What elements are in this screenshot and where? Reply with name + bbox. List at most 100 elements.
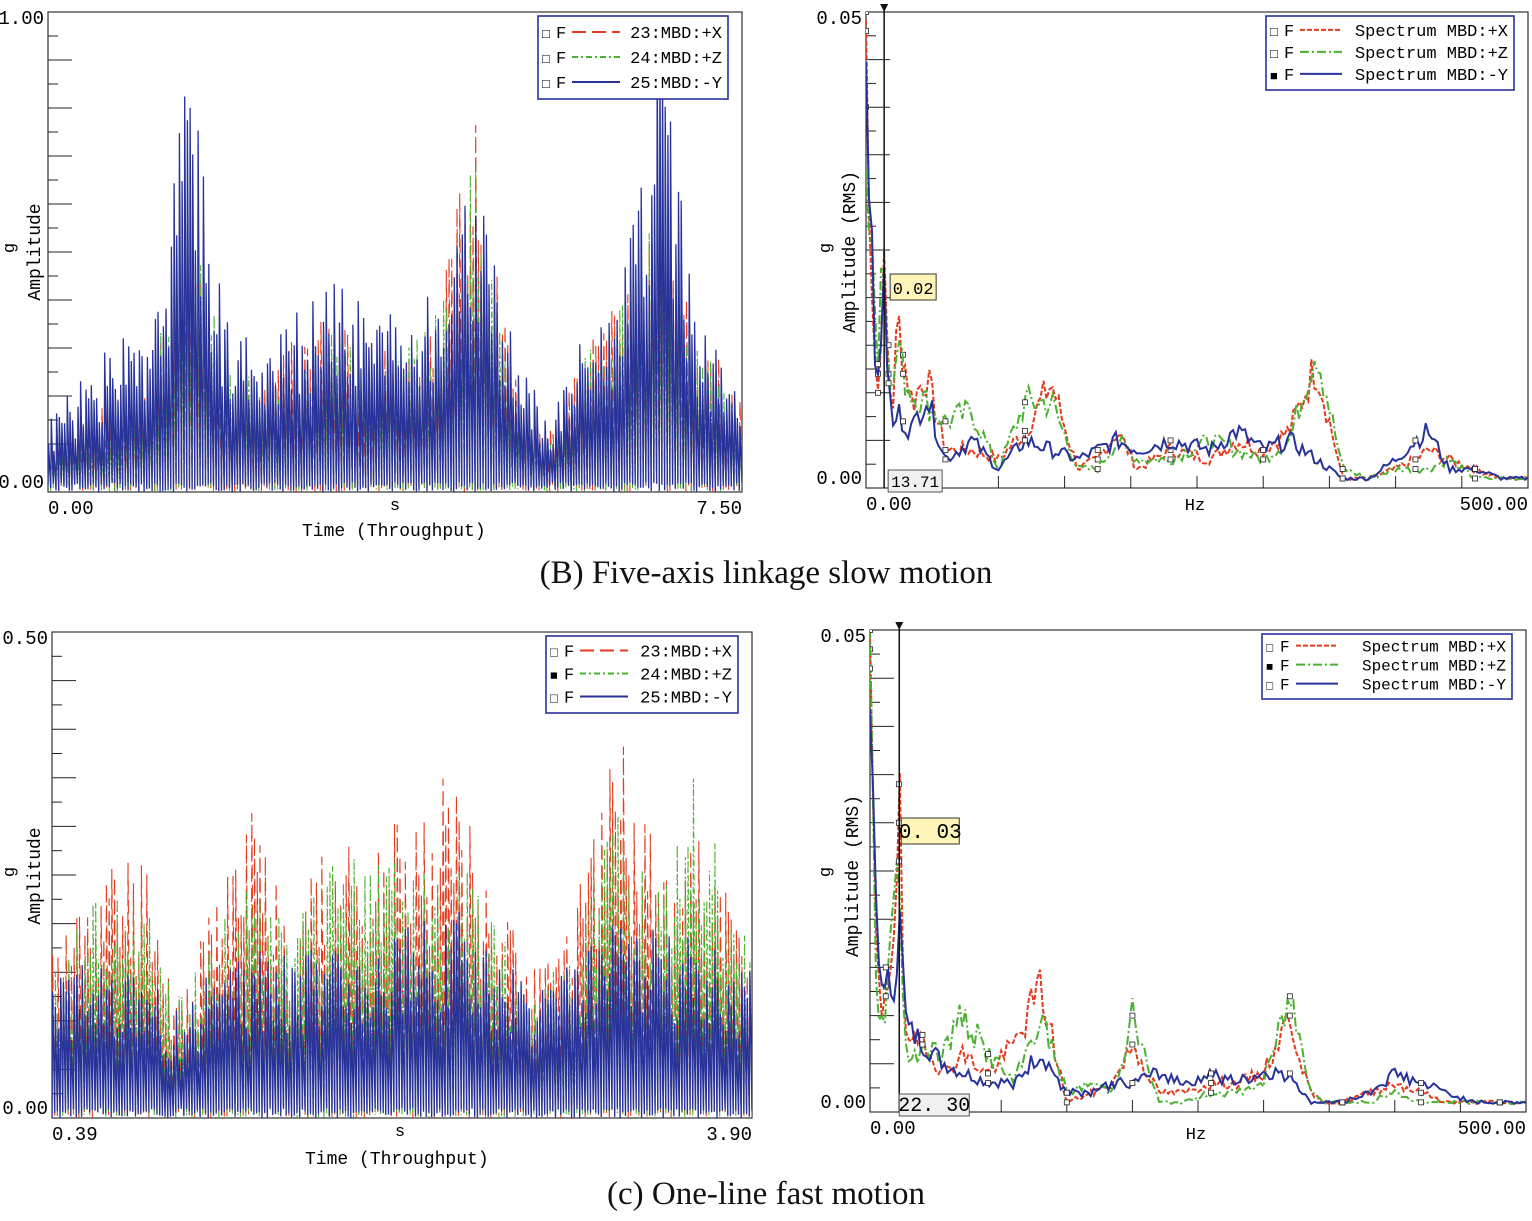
legend-entry-y[interactable]: ■ F Spectrum MBD:-Y: [1270, 67, 1508, 86]
series-y-marker: [1208, 1070, 1215, 1077]
series-x-marker: [866, 28, 869, 34]
legend-entry-z[interactable]: ■ F 24:MBD:+Z: [550, 667, 732, 686]
series-y-marker: [919, 1041, 926, 1048]
x-unit: s: [395, 1123, 405, 1142]
series-y-marker: [1129, 1080, 1136, 1086]
legend-entry-z[interactable]: □ F Spectrum MBD:+Z: [1270, 45, 1508, 64]
panel-b-spectrum: 0.02 13.71 0.05 0.00 0.00 500.00 Hz Amplitude (…: [800, 0, 1532, 550]
series-z-marker: [1167, 456, 1174, 463]
series-z-spectrum: [870, 630, 1526, 1106]
series-x-marker: [942, 447, 949, 453]
chart-b-spectrum: 0.02 13.71 0.05 0.000.00 500.00 Hz Amplitude (…: [816, 4, 1529, 516]
series-x-spectrum: [870, 632, 1526, 1106]
series-z-marker: [1286, 993, 1293, 1000]
y-axis-label: Amplitude: [26, 827, 46, 924]
legend-flag: F: [1280, 677, 1290, 695]
series-x-marker: [1208, 1080, 1215, 1086]
legend-label: 24:MBD:+Z: [640, 667, 732, 686]
legend-entry-x[interactable]: □ F 23:MBD:+X: [550, 644, 732, 663]
series-y-marker: [985, 1080, 991, 1086]
legend: □ F Spectrum MBD:+X ■ F Spectrum MBD:+Z □ F Spec…: [1261, 633, 1513, 700]
y-tick-label-min: 0.00: [0, 472, 44, 494]
chart-c-time: 0.50 0.000.39 3.90 s Time (Throughput) Amplit…: [1, 628, 753, 1170]
y-tick-label-max: 0.05: [816, 8, 862, 30]
panel-c-spectrum: 0. 03 22. 30 0.05 0.00 0.00 500.00 Hz Amplitude…: [800, 618, 1532, 1178]
y-tick-label-min: 0.00: [816, 468, 862, 490]
x-axis-label: Time (Throughput): [302, 522, 486, 542]
series-z-marker: [1021, 399, 1028, 406]
series-z-marker: [1208, 1089, 1215, 1096]
cursor-x-text: 22. 30: [898, 1095, 970, 1118]
legend-entry-z[interactable]: ■ F Spectrum MBD:+Z: [1266, 658, 1506, 676]
legend-label: Spectrum MBD:-Y: [1362, 677, 1506, 695]
legend-entry-x[interactable]: □ F 23:MBD:+X: [542, 25, 722, 44]
x-tick-label-max: 7.50: [696, 498, 742, 520]
legend: □ F 23:MBD:+X ■ F 24:MBD:+Z □ F 25:MBD:-Y: [545, 635, 739, 714]
legend-marker: □: [550, 692, 558, 707]
series-y-marker: [866, 12, 869, 15]
legend-label: Spectrum MBD:+X: [1355, 23, 1508, 42]
series-x-marker: [875, 389, 881, 396]
series-z-marker: [1260, 456, 1267, 463]
legend-entry-x[interactable]: □ F Spectrum MBD:+X: [1270, 23, 1508, 42]
legend-entry-y[interactable]: □ F 25:MBD:-Y: [542, 75, 722, 94]
legend-entry-y[interactable]: □ F Spectrum MBD:-Y: [1266, 677, 1506, 695]
legend-label: 23:MBD:+X: [640, 644, 732, 663]
legend-entry-x[interactable]: □ F Spectrum MBD:+X: [1266, 639, 1506, 657]
series-x-marker: [1021, 427, 1028, 434]
cursor-value-text: 0.02: [893, 281, 934, 300]
plot-frame: [865, 11, 1529, 489]
legend-marker: □: [542, 52, 550, 67]
series-y-trace: [48, 57, 742, 492]
legend-label: Spectrum MBD:-Y: [1355, 67, 1508, 86]
chart-b-time: 1.00 0.000.00 7.50 s Time (Throughput) Amplit…: [0, 8, 743, 542]
caption-c: (c) One-line fast motion: [607, 1176, 925, 1212]
series-y-marker: [1260, 447, 1267, 453]
series-z-marker: [1339, 466, 1346, 472]
y-tick-label-min: 0.00: [2, 1098, 48, 1120]
legend-marker: □: [1270, 25, 1278, 40]
legend-flag: F: [1284, 45, 1294, 64]
series-y-marker: [942, 456, 949, 463]
y-unit: g: [1, 867, 20, 877]
legend-marker: □: [542, 27, 550, 42]
series-y-marker: [1094, 447, 1101, 453]
y-tick-label-max: 1.00: [0, 8, 44, 30]
y-tick-label-min: 0.00: [820, 1092, 866, 1114]
cursor-handle-icon[interactable]: [880, 4, 889, 12]
cursor-x-text: 13.71: [891, 474, 939, 492]
series-z-marker: [1094, 466, 1101, 472]
legend-flag: F: [1280, 639, 1290, 657]
series-x-marker: [1094, 456, 1101, 463]
legend-marker: □: [542, 77, 550, 92]
series-y-marker: [1496, 1099, 1503, 1106]
caption-b: (B) Five-axis linkage slow motion: [539, 555, 993, 591]
y-axis-label: Amplitude (RMS): [841, 171, 861, 333]
series-y-marker: [870, 630, 873, 633]
y-tick-label-max: 0.05: [820, 626, 866, 648]
series-x-marker: [919, 1031, 926, 1038]
y-axis-label: Amplitude: [26, 203, 46, 300]
legend-entry-z[interactable]: □ F 24:MBD:+Z: [542, 50, 722, 69]
x-axis-label: Time (Throughput): [305, 1150, 489, 1170]
legend-entry-y[interactable]: □ F 25:MBD:-Y: [550, 690, 732, 709]
y-unit: g: [817, 867, 836, 877]
series-z-marker: [1129, 1012, 1136, 1019]
series-y-marker: [885, 380, 892, 387]
legend: □ F Spectrum MBD:+X □ F Spectrum MBD:+Z ■ F Spec…: [1265, 15, 1515, 91]
series-y-marker: [900, 418, 906, 425]
legend-marker: ■: [550, 669, 558, 684]
legend-flag: F: [556, 50, 566, 69]
legend-flag: F: [564, 644, 574, 663]
series-y-marker: [1339, 1099, 1346, 1106]
legend-flag: F: [564, 690, 574, 709]
series-x-marker: [1129, 1041, 1136, 1048]
legend-label: 25:MBD:-Y: [630, 75, 722, 94]
series-x-marker: [1063, 1099, 1070, 1106]
series-y-marker: [1418, 1080, 1424, 1086]
x-tick-label-min: 0.39: [52, 1124, 98, 1146]
y-unit: g: [817, 243, 836, 253]
y-axis-label: Amplitude (RMS): [844, 795, 864, 957]
legend-marker: □: [1266, 680, 1273, 694]
cursor-handle-icon[interactable]: [895, 622, 904, 630]
